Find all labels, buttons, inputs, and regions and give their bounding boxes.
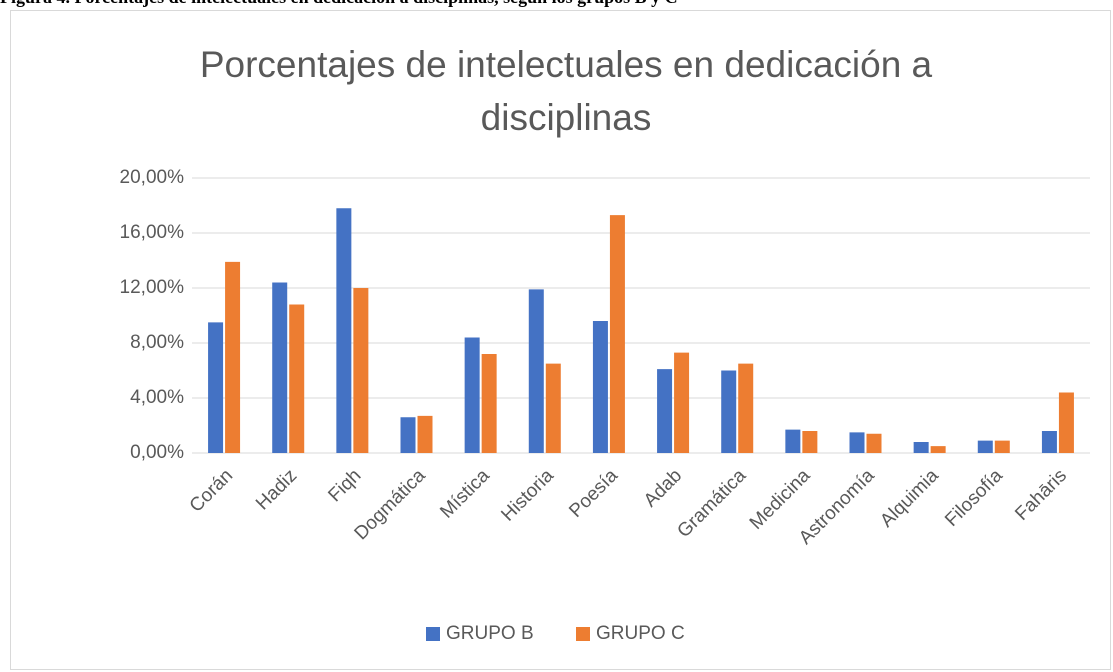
bar — [849, 432, 865, 453]
x-tick-label: Historia — [497, 465, 558, 526]
bar — [592, 321, 608, 453]
x-tick-label: Poesía — [565, 465, 622, 522]
bar — [417, 415, 433, 453]
bar — [866, 433, 882, 453]
bar — [657, 369, 673, 453]
bar — [994, 440, 1010, 453]
bar — [545, 363, 561, 453]
x-tick-label: Fahāris — [1011, 465, 1071, 525]
x-tick-label: Corán — [186, 465, 237, 516]
bar — [738, 363, 754, 453]
legend-label: GRUPO C — [596, 623, 685, 644]
chart-frame — [10, 10, 1111, 670]
legend-swatch — [426, 627, 440, 641]
y-tick-label: 4,00% — [130, 387, 184, 408]
bar — [225, 261, 241, 453]
figure-caption: Figura 4. Porcentajes de intelectuales e… — [0, 0, 1113, 8]
bar — [802, 431, 818, 453]
bar — [464, 337, 480, 453]
bar — [785, 429, 801, 453]
bar — [336, 208, 352, 453]
bar — [400, 417, 416, 453]
bar — [481, 354, 497, 453]
y-tick-label: 12,00% — [120, 277, 185, 298]
legend-label: GRUPO B — [446, 623, 534, 644]
chart-title: Porcentajes de intelectuales en dedicaci… — [199, 44, 933, 138]
x-tick-label: Gramática — [673, 465, 750, 542]
bar — [528, 289, 544, 453]
bar — [1041, 431, 1057, 453]
x-tick-label: Dogmática — [351, 465, 430, 544]
bar — [609, 215, 625, 453]
x-tick-label: Fiqh — [324, 465, 365, 506]
x-tick-label: Adab — [640, 465, 686, 511]
bar — [930, 446, 946, 453]
y-tick-label: 0,00% — [130, 442, 184, 463]
bar — [913, 442, 929, 453]
x-tick-label: Mística — [436, 465, 494, 523]
x-tick-label: Alquimia — [876, 465, 943, 532]
bar — [721, 370, 737, 453]
bar — [674, 352, 690, 453]
x-tick-label: Filosofía — [941, 465, 1007, 531]
bar — [1058, 392, 1074, 453]
y-tick-label: 8,00% — [130, 332, 184, 353]
y-tick-label: 16,00% — [120, 222, 185, 243]
bar — [289, 304, 305, 453]
x-tick-label: Hadiz — [252, 465, 301, 514]
y-tick-label: 20,00% — [120, 167, 185, 188]
bar — [272, 282, 288, 453]
bar — [208, 322, 224, 453]
bar — [353, 288, 369, 453]
legend-swatch — [576, 627, 590, 641]
bar — [977, 440, 993, 453]
